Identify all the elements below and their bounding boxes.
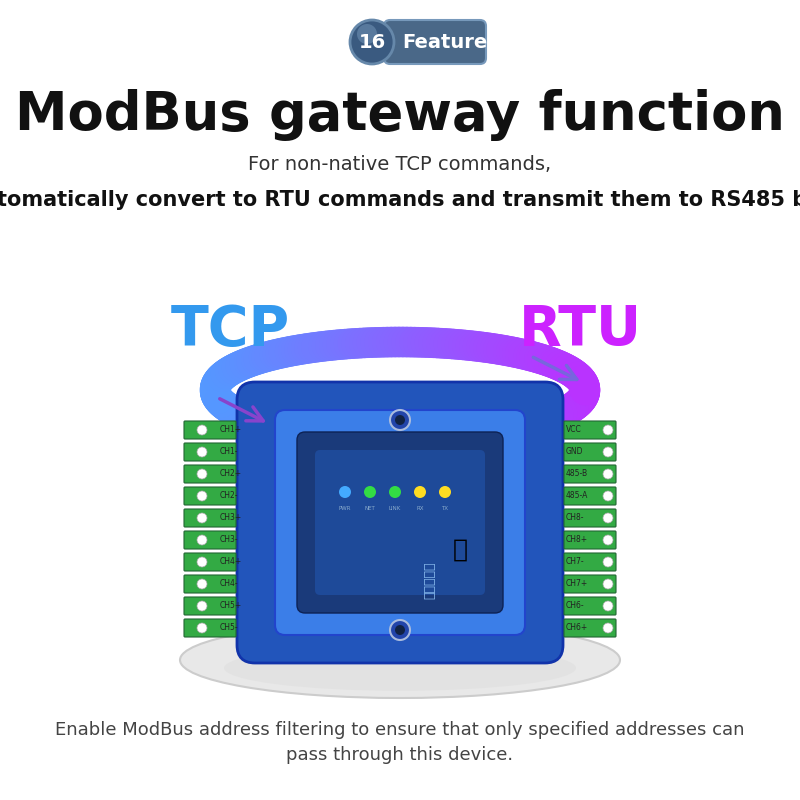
Ellipse shape	[180, 622, 620, 698]
FancyBboxPatch shape	[184, 575, 236, 593]
Circle shape	[603, 447, 613, 457]
FancyBboxPatch shape	[184, 553, 236, 571]
FancyBboxPatch shape	[184, 421, 236, 439]
FancyBboxPatch shape	[564, 553, 616, 571]
FancyBboxPatch shape	[564, 575, 616, 593]
Text: TX: TX	[442, 506, 449, 510]
Text: CH6-: CH6-	[566, 602, 585, 610]
Circle shape	[439, 486, 451, 498]
Circle shape	[603, 623, 613, 633]
Circle shape	[603, 579, 613, 589]
FancyBboxPatch shape	[384, 20, 486, 64]
Text: PWR: PWR	[338, 506, 351, 510]
Text: CH1-: CH1-	[220, 447, 238, 457]
Text: CH4-: CH4-	[220, 579, 238, 589]
Text: For non-native TCP commands,: For non-native TCP commands,	[249, 155, 551, 174]
Circle shape	[339, 486, 351, 498]
Text: Automatically convert to RTU commands and transmit them to RS485 bus: Automatically convert to RTU commands an…	[0, 190, 800, 210]
FancyBboxPatch shape	[564, 421, 616, 439]
FancyBboxPatch shape	[184, 443, 236, 461]
FancyBboxPatch shape	[564, 487, 616, 505]
FancyBboxPatch shape	[564, 443, 616, 461]
Text: 16: 16	[358, 33, 386, 51]
Text: CH2-: CH2-	[220, 491, 238, 501]
Circle shape	[389, 486, 401, 498]
Circle shape	[603, 425, 613, 435]
Circle shape	[350, 20, 394, 64]
Text: RTU: RTU	[518, 303, 642, 357]
Text: Feature: Feature	[402, 33, 488, 51]
Circle shape	[357, 24, 377, 44]
FancyBboxPatch shape	[564, 619, 616, 637]
Text: LINK: LINK	[389, 506, 401, 510]
Text: CH5-: CH5-	[220, 623, 238, 633]
Circle shape	[197, 491, 207, 501]
Text: CH5+: CH5+	[220, 602, 242, 610]
Text: NET: NET	[365, 506, 375, 510]
FancyBboxPatch shape	[564, 465, 616, 483]
Text: VCC: VCC	[566, 426, 582, 434]
Text: TCP: TCP	[170, 303, 290, 357]
FancyBboxPatch shape	[564, 531, 616, 549]
FancyBboxPatch shape	[184, 619, 236, 637]
Text: CH6+: CH6+	[566, 623, 588, 633]
Circle shape	[197, 425, 207, 435]
FancyBboxPatch shape	[184, 465, 236, 483]
FancyBboxPatch shape	[184, 597, 236, 615]
Circle shape	[603, 491, 613, 501]
Text: 🤖: 🤖	[453, 538, 467, 562]
Circle shape	[395, 415, 405, 425]
FancyBboxPatch shape	[237, 382, 563, 663]
Circle shape	[197, 535, 207, 545]
Circle shape	[197, 447, 207, 457]
Text: CH3+: CH3+	[220, 514, 242, 522]
Circle shape	[197, 513, 207, 523]
Circle shape	[364, 486, 376, 498]
Text: CH8-: CH8-	[566, 514, 585, 522]
Circle shape	[414, 486, 426, 498]
Text: RX: RX	[416, 506, 424, 510]
FancyBboxPatch shape	[184, 531, 236, 549]
Circle shape	[603, 469, 613, 479]
Text: pass through this device.: pass through this device.	[286, 746, 514, 764]
FancyBboxPatch shape	[275, 410, 525, 635]
Text: Enable ModBus address filtering to ensure that only specified addresses can: Enable ModBus address filtering to ensur…	[55, 721, 745, 739]
FancyBboxPatch shape	[297, 432, 503, 613]
Text: CH4+: CH4+	[220, 558, 242, 566]
Text: CH1+: CH1+	[220, 426, 242, 434]
Ellipse shape	[224, 645, 576, 690]
Circle shape	[390, 410, 410, 430]
Circle shape	[603, 601, 613, 611]
Circle shape	[603, 513, 613, 523]
FancyBboxPatch shape	[564, 597, 616, 615]
Circle shape	[603, 557, 613, 567]
Circle shape	[197, 469, 207, 479]
FancyBboxPatch shape	[184, 487, 236, 505]
Text: CH7+: CH7+	[566, 579, 588, 589]
FancyBboxPatch shape	[184, 509, 236, 527]
Text: GND: GND	[566, 447, 583, 457]
Text: CH8+: CH8+	[566, 535, 588, 545]
FancyBboxPatch shape	[315, 450, 485, 595]
Circle shape	[603, 535, 613, 545]
Circle shape	[197, 601, 207, 611]
Text: CH3-: CH3-	[220, 535, 238, 545]
Circle shape	[197, 579, 207, 589]
Text: 485-B: 485-B	[566, 470, 588, 478]
Circle shape	[197, 557, 207, 567]
Text: CH2+: CH2+	[220, 470, 242, 478]
Circle shape	[390, 620, 410, 640]
FancyBboxPatch shape	[564, 509, 616, 527]
Circle shape	[197, 623, 207, 633]
Circle shape	[395, 625, 405, 635]
Text: ModBus gateway function: ModBus gateway function	[15, 89, 785, 141]
Text: CH7-: CH7-	[566, 558, 585, 566]
Text: 485-A: 485-A	[566, 491, 588, 501]
Text: 温度采集器: 温度采集器	[423, 562, 437, 598]
